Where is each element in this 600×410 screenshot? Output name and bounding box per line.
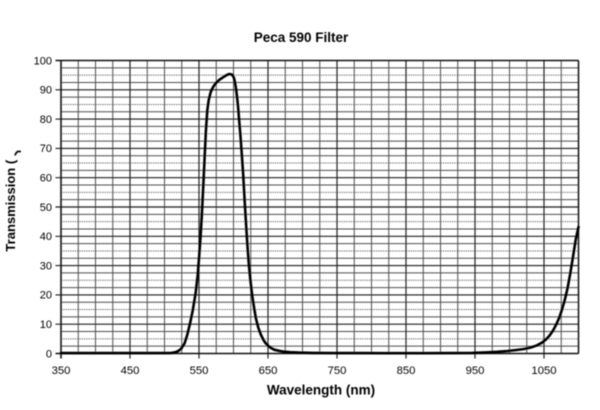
svg-text:Transmission (: Transmission ( [3,159,18,251]
svg-text:350: 350 [52,365,71,377]
svg-text:40: 40 [40,231,52,243]
svg-text:20: 20 [40,290,52,302]
svg-text:10: 10 [40,319,52,331]
svg-text:450: 450 [121,365,140,377]
svg-text:Peca 590 Filter: Peca 590 Filter [254,30,349,45]
svg-text:0: 0 [46,348,52,360]
svg-text:30: 30 [40,260,52,272]
svg-text:550: 550 [190,365,209,377]
svg-text:50: 50 [40,202,52,214]
svg-text:650: 650 [259,365,278,377]
svg-text:90: 90 [40,85,52,97]
svg-text:950: 950 [466,365,485,377]
svg-text:1050: 1050 [531,365,556,377]
svg-text:100: 100 [34,55,52,67]
svg-text:60: 60 [40,173,52,185]
svg-text:850: 850 [397,365,416,377]
svg-text:70: 70 [40,143,52,155]
svg-text:Wavelength (nm): Wavelength (nm) [267,383,375,398]
svg-text:80: 80 [40,114,52,126]
svg-text:750: 750 [328,365,347,377]
